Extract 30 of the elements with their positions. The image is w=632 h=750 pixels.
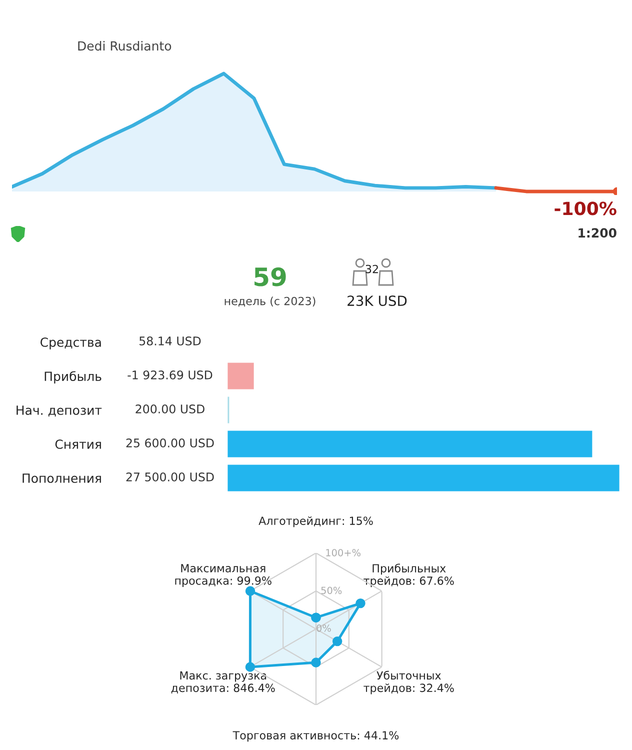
- spoke-label: Торговая активность: 44.1%: [232, 731, 399, 742]
- bar: [227, 429, 594, 459]
- text: 200.00 USD: [136, 404, 204, 414]
- text: 1:200: [578, 228, 616, 238]
- y-tick-label: Средства: [40, 337, 101, 350]
- text: -1 923.69 USD: [128, 370, 212, 380]
- y-tick-label: Снятия: [55, 439, 101, 449]
- text: недель (с 2023): [224, 296, 316, 307]
- y-tick-label: 50%: [321, 586, 342, 594]
- text: 27 500.00 USD: [126, 472, 214, 482]
- text: 25 600.00 USD: [126, 438, 214, 448]
- y-tick-label: Пополнения: [22, 474, 101, 483]
- y-tick-label: 0%: [316, 624, 331, 632]
- spoke-label: Алготрейдинг: 15%: [258, 516, 373, 528]
- spoke-label: Прибыльных трейдов: 67.6%: [364, 564, 454, 588]
- text: -100%: [554, 202, 616, 216]
- y-tick-label: Прибыль: [44, 371, 102, 384]
- text: 23K USD: [348, 296, 407, 306]
- text: 58.14 USD: [140, 336, 201, 346]
- bar: [227, 395, 231, 425]
- bar: [227, 463, 620, 493]
- spoke-label: Макс. загрузка депозита: 846.4%: [171, 671, 275, 694]
- spoke-label: Убыточных трейдов: 32.4%: [364, 670, 454, 694]
- spoke-label: Максимальная просадка: 99.9%: [175, 564, 272, 587]
- text: 32: [366, 264, 378, 274]
- bar: [227, 361, 256, 391]
- y-tick-label: 100+%: [326, 549, 360, 556]
- text: 59: [254, 267, 286, 286]
- y-tick-label: Нач. депозит: [16, 406, 102, 416]
- chart-subtitle: Dedi Rusdianto: [78, 40, 172, 51]
